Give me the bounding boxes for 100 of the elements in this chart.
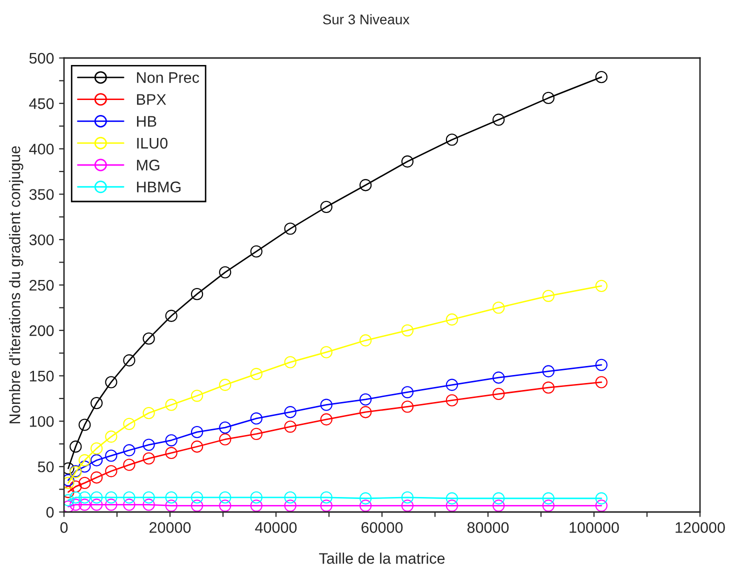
point <box>595 492 608 504</box>
point <box>595 358 608 371</box>
point <box>78 460 91 473</box>
point <box>595 376 608 388</box>
x-tick-label: 120000 <box>676 522 725 533</box>
point <box>359 334 372 346</box>
point <box>284 500 296 512</box>
point <box>446 500 458 512</box>
x-axis-title: Taille de la matrice <box>319 552 445 564</box>
point <box>190 288 204 300</box>
point <box>359 492 372 504</box>
point <box>284 222 296 235</box>
y-tick-label: 400 <box>29 144 54 154</box>
point <box>78 476 91 490</box>
point <box>142 438 155 451</box>
x-tick-label: 0 <box>60 522 68 533</box>
y-tick-label: 50 <box>38 461 54 472</box>
y-tick-label: 500 <box>29 52 54 64</box>
point <box>320 491 332 504</box>
point <box>542 290 554 302</box>
point <box>284 420 296 433</box>
point <box>542 92 554 104</box>
point <box>142 406 155 420</box>
point <box>492 388 505 400</box>
point <box>359 406 372 418</box>
point <box>492 500 505 512</box>
x-tick-label: 100000 <box>570 522 619 533</box>
point <box>401 324 414 336</box>
point <box>446 492 458 504</box>
point <box>250 500 262 512</box>
y-tick-label: 250 <box>30 280 54 291</box>
point <box>250 412 262 425</box>
legend-label: HBMG <box>137 182 180 192</box>
point <box>284 491 296 504</box>
point <box>320 500 332 512</box>
point <box>595 500 608 512</box>
x-tick-label: 40000 <box>255 522 297 533</box>
point <box>219 433 232 446</box>
point <box>401 400 414 413</box>
point <box>90 442 103 455</box>
point <box>190 390 204 402</box>
y-tick-label: 150 <box>30 370 54 382</box>
point <box>70 498 82 511</box>
point <box>165 310 178 322</box>
point <box>123 418 136 430</box>
point <box>542 492 554 504</box>
point <box>542 365 554 378</box>
point <box>492 492 505 504</box>
point <box>359 393 372 406</box>
point <box>142 452 155 465</box>
point <box>219 491 232 504</box>
point <box>284 406 296 418</box>
point <box>165 491 178 504</box>
point <box>165 434 178 446</box>
point <box>401 155 414 168</box>
point <box>320 346 332 358</box>
point <box>595 280 608 292</box>
point <box>105 465 118 478</box>
point <box>446 134 458 146</box>
point <box>446 378 458 391</box>
legend-label: Non Prec <box>137 72 200 83</box>
point <box>320 200 332 213</box>
point <box>492 114 505 126</box>
point <box>105 450 118 462</box>
y-tick-label: 0 <box>46 506 54 518</box>
y-tick-label: 200 <box>30 325 54 336</box>
point <box>123 458 136 471</box>
point <box>123 498 136 511</box>
x-tick-label: 20000 <box>150 522 191 533</box>
point <box>359 500 372 512</box>
point <box>90 491 103 504</box>
point <box>359 179 372 192</box>
point <box>90 454 103 466</box>
point <box>105 491 118 504</box>
point <box>401 491 414 504</box>
y-tick-label: 350 <box>29 189 54 200</box>
point <box>190 426 204 438</box>
point <box>250 368 262 380</box>
chart-title: Sur 3 Niveaux <box>323 14 410 24</box>
point <box>542 382 554 394</box>
point <box>190 491 204 504</box>
point <box>165 398 178 411</box>
point <box>190 500 204 512</box>
point <box>595 70 608 84</box>
point <box>78 491 91 504</box>
point <box>320 413 332 426</box>
point <box>190 440 204 453</box>
y-tick-label: 300 <box>29 234 54 246</box>
point <box>446 394 458 406</box>
point <box>70 491 82 504</box>
point <box>284 356 296 368</box>
point <box>78 418 91 431</box>
point <box>165 500 178 512</box>
point <box>219 421 232 434</box>
point <box>70 480 82 493</box>
point <box>142 491 155 504</box>
x-tick-label: 60000 <box>362 522 403 533</box>
point <box>446 313 458 326</box>
point <box>250 491 262 504</box>
point <box>250 245 262 258</box>
